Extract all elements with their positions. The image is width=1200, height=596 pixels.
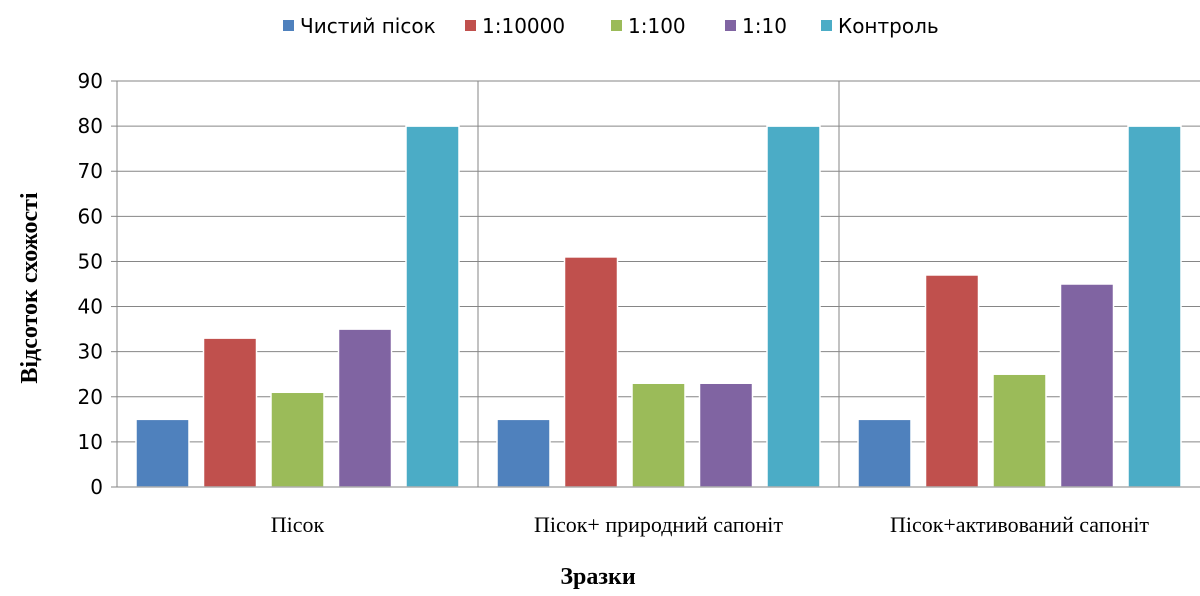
legend-item-контроль: Контроль xyxy=(821,14,939,38)
x-axis-title: Зразки xyxy=(560,564,635,590)
bar-1-10-2 xyxy=(698,382,754,488)
y-tick-label-30: 30 xyxy=(78,340,103,364)
bar-1-10-1 xyxy=(337,328,393,488)
legend-swatch xyxy=(611,20,622,31)
legend-swatch xyxy=(725,20,736,31)
y-tick-label-50: 50 xyxy=(78,249,103,273)
y-tick-label-60: 60 xyxy=(78,204,103,228)
bar-1-100-3 xyxy=(992,373,1047,488)
y-tick-label-0: 0 xyxy=(90,475,103,499)
x-category-label-3: Пісок+активований сапоніт xyxy=(890,512,1149,537)
x-category-labels: Пісок Пісок+ природний сапоніт Пісок+актив… xyxy=(271,512,1150,537)
bar-чистий-пісок-1 xyxy=(135,418,190,488)
bar-чистий-пісок-2 xyxy=(496,418,551,488)
bars xyxy=(135,125,1182,488)
y-tick-label-70: 70 xyxy=(78,159,103,183)
axes xyxy=(111,80,1200,488)
y-tick-label-10: 10 xyxy=(78,430,103,454)
y-tick-label-20: 20 xyxy=(78,385,103,409)
bar-1-10-3 xyxy=(1059,283,1115,488)
bar-контроль-2 xyxy=(766,125,821,488)
y-tick-label-40: 40 xyxy=(78,295,103,319)
legend-label: 1:10000 xyxy=(482,14,565,38)
legend-label: Контроль xyxy=(838,14,939,38)
legend: Чистий пісок 1:10000 1:100 1:10 Контроль xyxy=(283,14,939,38)
bar-контроль-3 xyxy=(1127,125,1182,488)
legend-item-1-100: 1:100 xyxy=(611,14,686,38)
legend-label: 1:10 xyxy=(742,14,787,38)
bar-1-100-1 xyxy=(270,391,325,488)
legend-swatch xyxy=(283,20,294,31)
bar-контроль-1 xyxy=(405,125,460,488)
x-category-label-2: Пісок+ природний сапоніт xyxy=(534,512,783,537)
y-tick-label-90: 90 xyxy=(78,69,103,93)
bar-1-10000-1 xyxy=(202,337,258,488)
y-tick-labels: 0 10 20 30 40 50 60 70 80 90 xyxy=(78,69,103,499)
bar-1-10000-3 xyxy=(924,274,980,488)
bar-1-100-2 xyxy=(631,382,686,488)
y-tick-label-80: 80 xyxy=(78,114,103,138)
legend-swatch xyxy=(821,20,832,31)
x-category-label-1: Пісок xyxy=(271,512,325,537)
legend-label: 1:100 xyxy=(628,14,686,38)
y-axis-title: Відсоток схожості xyxy=(17,192,43,384)
legend-label: Чистий пісок xyxy=(300,14,436,38)
legend-item-1-10: 1:10 xyxy=(725,14,787,38)
legend-swatch xyxy=(465,20,476,31)
bar-1-10000-2 xyxy=(563,256,619,488)
legend-item-1-10000: 1:10000 xyxy=(465,14,565,38)
bar-чистий-пісок-3 xyxy=(857,418,912,488)
legend-item-чистий-пісок: Чистий пісок xyxy=(283,14,436,38)
